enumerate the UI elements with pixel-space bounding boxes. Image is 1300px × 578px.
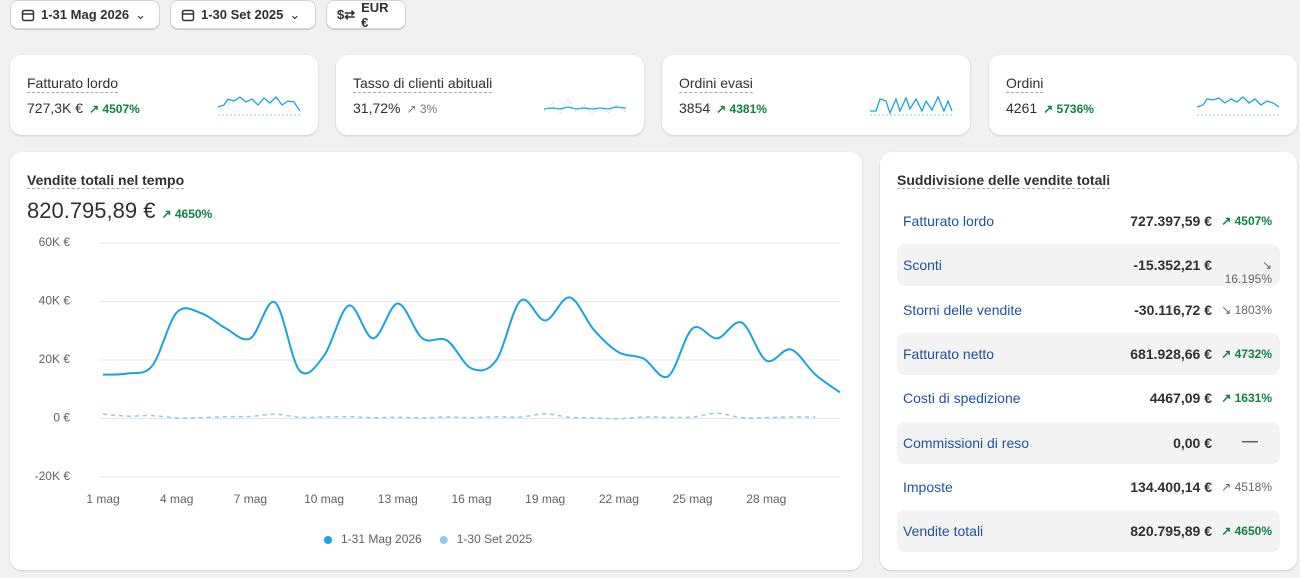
kpi-card[interactable]: Ordini 4261 ↗ 5736% <box>989 55 1297 135</box>
breakdown-row[interactable]: Costi di spedizione 4467,09 € ↗ 1631% <box>897 377 1280 419</box>
y-tick-label: -20K € <box>35 469 71 483</box>
y-tick-label: 60K € <box>39 235 71 249</box>
x-tick-label: 16 mag <box>451 492 491 506</box>
x-tick-label: 19 mag <box>525 492 565 506</box>
y-tick-label: 20K € <box>39 352 71 366</box>
legend-label: 1-31 Mag 2026 <box>341 532 422 546</box>
x-tick-label: 13 mag <box>378 492 418 506</box>
chevron: ⌄ <box>135 6 147 22</box>
kpi-name: Tasso di clienti abituali <box>353 75 493 93</box>
kpi-value: 4261 ↗ 5736% <box>1006 100 1094 116</box>
value: 727,3K € <box>27 100 84 116</box>
legend-swatch <box>439 536 448 544</box>
breakdown-row[interactable]: Fatturato netto 681.928,66 € ↗ 4732% <box>897 332 1280 375</box>
row-name: Commissioni di reso <box>903 434 1030 451</box>
kpi-card[interactable]: Fatturato lordo 727,3K € ↗ 4507% <box>10 55 318 135</box>
chart: -20K € 0 € 20K € 40K € 60K € 1 mag 4 mag 7 mag 1… <box>35 235 841 546</box>
breakdown-title: Suddivisione delle vendite totali <box>897 172 1111 189</box>
row-value: 820.795,89 € <box>1130 523 1212 540</box>
row-value: 0,00 € <box>1173 434 1212 451</box>
period: 1-31 Mag 2026 <box>41 7 130 22</box>
currency: EUR € <box>361 0 389 30</box>
chart-title: Vendite totali nel tempo <box>27 172 185 189</box>
row-name: Fatturato lordo <box>903 213 995 229</box>
row-change: ↗ 1631% <box>1221 391 1272 406</box>
x-tick-label: 7 mag <box>234 492 267 506</box>
row-name: Imposte <box>903 478 953 495</box>
sparkline <box>217 96 301 116</box>
row-value: 727.397,59 € <box>1130 213 1212 229</box>
row-name: Sconti <box>903 257 942 274</box>
value: 31,72% <box>353 100 401 116</box>
breakdown-card: Suddivisione delle vendite totali Fattur… <box>880 152 1297 570</box>
compare: 1-30 Set 2025 <box>201 7 284 22</box>
series-line <box>102 296 841 394</box>
kpi-change: ↗ 5736% <box>1043 102 1094 116</box>
row-change: — <box>1242 432 1258 450</box>
sparkline <box>870 95 953 116</box>
breakdown-row[interactable]: Imposte 134.400,14 € ↗ 4518% <box>897 466 1280 508</box>
sparkline <box>543 98 627 115</box>
value: 4261 <box>1006 100 1038 116</box>
legend-swatch <box>324 536 332 544</box>
x-tick-label: 4 mag <box>160 492 193 506</box>
x-tick-label: 22 mag <box>599 492 639 506</box>
row-name: Storni delle vendite <box>903 301 1023 318</box>
chevron: ⌄ <box>289 6 301 22</box>
kpi-change: ↗ 4507% <box>89 102 140 116</box>
row-name: Fatturato netto <box>903 345 995 362</box>
row-value: -15.352,21 € <box>1133 257 1212 274</box>
total: 820.795,89 € <box>27 198 156 223</box>
y-tick-label: 0 € <box>53 411 70 425</box>
kpi-name: Ordini <box>1006 75 1044 93</box>
row-change: ↗ 4518% <box>1221 479 1272 494</box>
currency-icon: $⇄ <box>337 6 356 22</box>
sparkline <box>1196 96 1280 116</box>
row-change: ↘ 16.195% <box>1224 258 1272 287</box>
kpi-name: Ordini evasi <box>679 75 753 93</box>
row-value: 134.400,14 € <box>1130 478 1212 495</box>
period-button[interactable]: 1-31 Mag 2026 ⌄ <box>10 0 160 29</box>
row-change: ↘ 1803% <box>1221 302 1272 317</box>
value: 3854 <box>679 100 711 116</box>
x-tick-label: 10 mag <box>304 492 344 506</box>
kpi-card[interactable]: Tasso di clienti abituali 31,72% ↗ 3% <box>336 55 644 135</box>
row-value: 4467,09 € <box>1149 390 1212 407</box>
y-tick-label: 40K € <box>39 294 71 308</box>
row-change: ↗ 4650% <box>1221 524 1272 539</box>
kpi-value: 727,3K € ↗ 4507% <box>27 100 140 116</box>
compare-button[interactable]: 1-30 Set 2025 ⌄ <box>170 0 316 29</box>
x-tick-label: 1 mag <box>86 492 119 506</box>
row-value: -30.116,72 € <box>1134 301 1212 318</box>
kpi-card[interactable]: Ordini evasi 3854 ↗ 4381% <box>662 55 970 135</box>
breakdown-row[interactable]: Vendite totali 820.795,89 € ↗ 4650% <box>897 510 1280 553</box>
kpi-change: ↗ 3% <box>406 102 438 116</box>
row-value: 681.928,66 € <box>1130 345 1212 362</box>
breakdown-row[interactable]: Storni delle vendite -30.116,72 € ↘ 1803% <box>897 289 1280 331</box>
row-name: Vendite totali <box>903 523 984 540</box>
legend-label: 1-30 Set 2025 <box>457 532 533 546</box>
breakdown-row[interactable]: Sconti -15.352,21 € ↘ 16.195% <box>897 244 1280 287</box>
row-change: ↗ 4507% <box>1221 214 1272 228</box>
row-change: ↗ 4732% <box>1221 346 1272 361</box>
breakdown-row[interactable]: Commissioni di reso 0,00 € — <box>897 421 1280 464</box>
calendar-icon <box>181 9 195 21</box>
breakdown-row[interactable]: Fatturato lordo 727.397,59 € ↗ 4507% <box>897 200 1280 242</box>
row-name: Costi di spedizione <box>903 390 1021 407</box>
currency-button[interactable]: $⇄ EUR € <box>326 0 406 30</box>
chart-change: ↗ 4650% <box>161 207 213 221</box>
x-tick-label: 25 mag <box>673 492 713 506</box>
x-tick-label: 28 mag <box>746 492 786 506</box>
calendar-icon <box>21 9 35 21</box>
kpi-value: 31,72% ↗ 3% <box>353 100 437 116</box>
kpi-name: Fatturato lordo <box>27 75 119 93</box>
kpi-value: 3854 ↗ 4381% <box>679 100 767 116</box>
series-line <box>102 412 816 420</box>
chart-total: 820.795,89 € ↗ 4650% <box>27 198 212 224</box>
kpi-change: ↗ 4381% <box>716 102 767 116</box>
chart-card: Vendite totali nel tempo 820.795,89 € ↗ 4… <box>10 152 862 570</box>
